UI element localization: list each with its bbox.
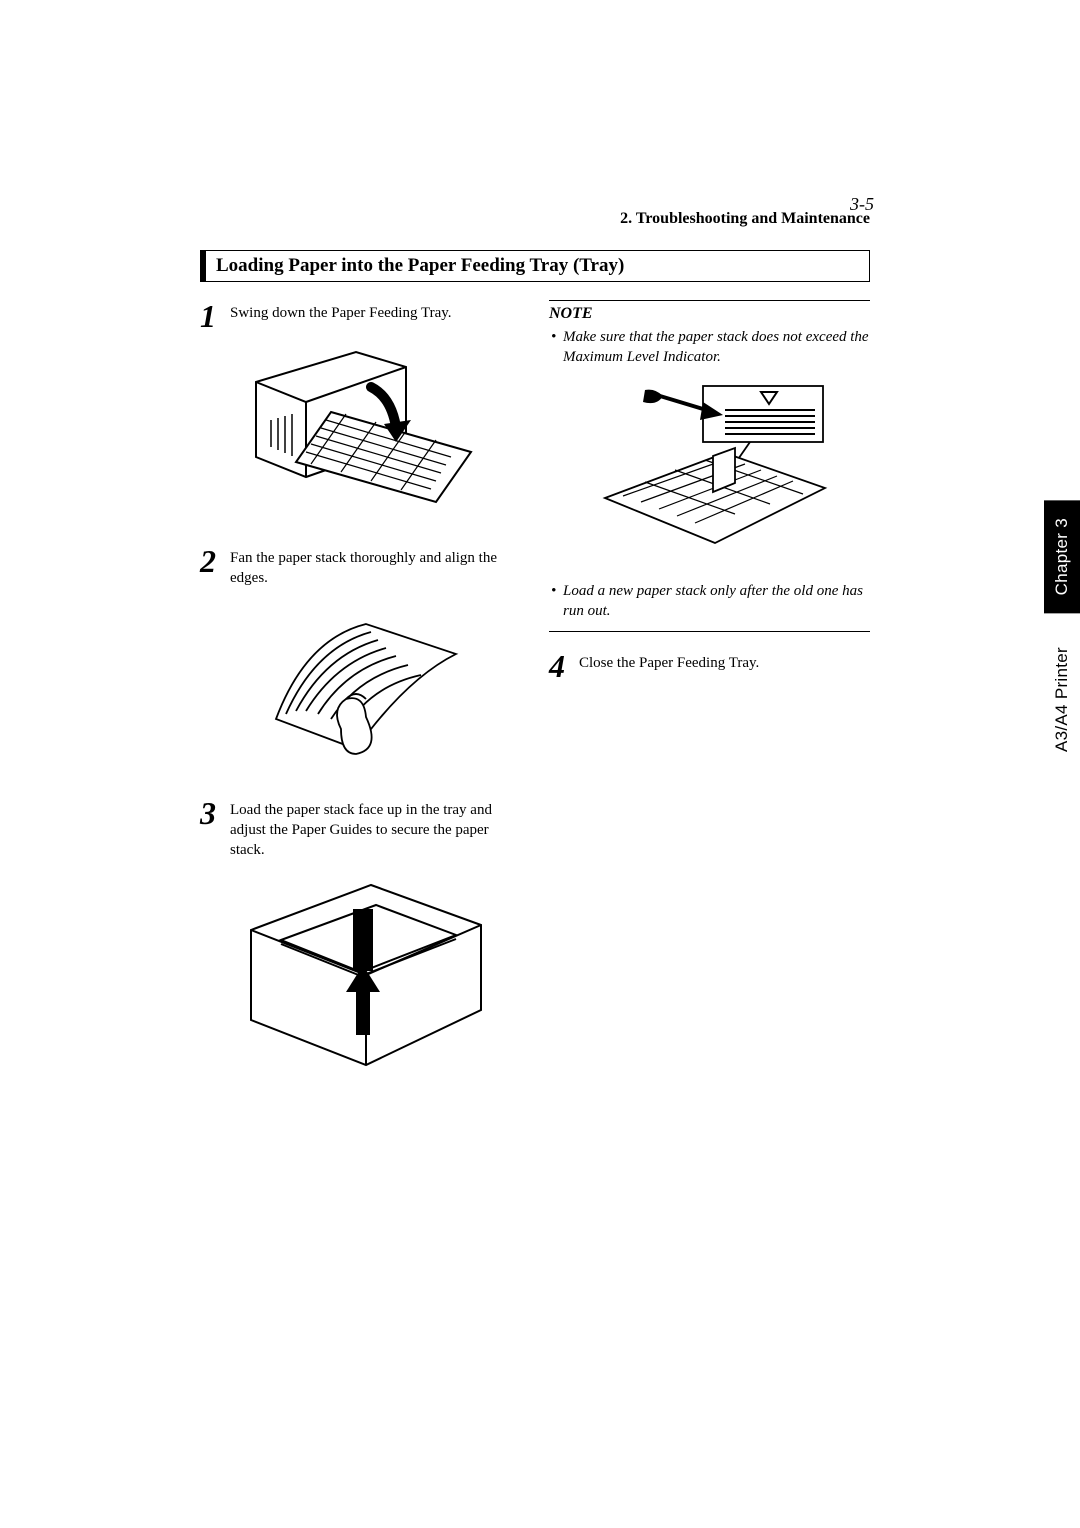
side-tabs: Chapter 3 A3/A4 Printer (1044, 484, 1080, 770)
step-number: 1 (200, 300, 230, 332)
step-number: 3 (200, 797, 230, 829)
note-rule (549, 300, 870, 301)
note-title: NOTE (549, 305, 870, 323)
note-item: Make sure that the paper stack does not … (549, 327, 870, 368)
figure-max-level (549, 378, 870, 553)
figure-load-paper (200, 870, 521, 1080)
content-columns: 1 Swing down the Paper Feeding Tray. (200, 300, 870, 1108)
step-text: Close the Paper Feeding Tray. (579, 650, 759, 673)
page-number: 3-5 (850, 194, 874, 215)
step-1: 1 Swing down the Paper Feeding Tray. (200, 300, 521, 332)
product-tab: A3/A4 Printer (1044, 629, 1080, 770)
left-column: 1 Swing down the Paper Feeding Tray. (200, 300, 521, 1108)
step-text: Swing down the Paper Feeding Tray. (230, 300, 452, 323)
section-title: Loading Paper into the Paper Feeding Tra… (200, 250, 870, 282)
note-item: Load a new paper stack only after the ol… (549, 581, 870, 622)
step-number: 2 (200, 545, 230, 577)
figure-fan-paper (200, 599, 521, 769)
note-block: NOTE Make sure that the paper stack does… (549, 300, 870, 368)
manual-page: 3-5 2. Troubleshooting and Maintenance L… (200, 210, 870, 1108)
figure-printer-tray (200, 342, 521, 517)
chapter-tab: Chapter 3 (1044, 500, 1080, 613)
note-list-2: Load a new paper stack only after the ol… (549, 581, 870, 622)
step-number: 4 (549, 650, 579, 682)
step-text: Fan the paper stack thoroughly and align… (230, 545, 521, 589)
step-text: Load the paper stack face up in the tray… (230, 797, 521, 861)
step-4: 4 Close the Paper Feeding Tray. (549, 650, 870, 682)
right-column: NOTE Make sure that the paper stack does… (549, 300, 870, 1108)
step-2: 2 Fan the paper stack thoroughly and ali… (200, 545, 521, 589)
step-3: 3 Load the paper stack face up in the tr… (200, 797, 521, 861)
running-header: 2. Troubleshooting and Maintenance (200, 210, 870, 228)
note-list: Make sure that the paper stack does not … (549, 327, 870, 368)
note-rule-bottom (549, 631, 870, 632)
